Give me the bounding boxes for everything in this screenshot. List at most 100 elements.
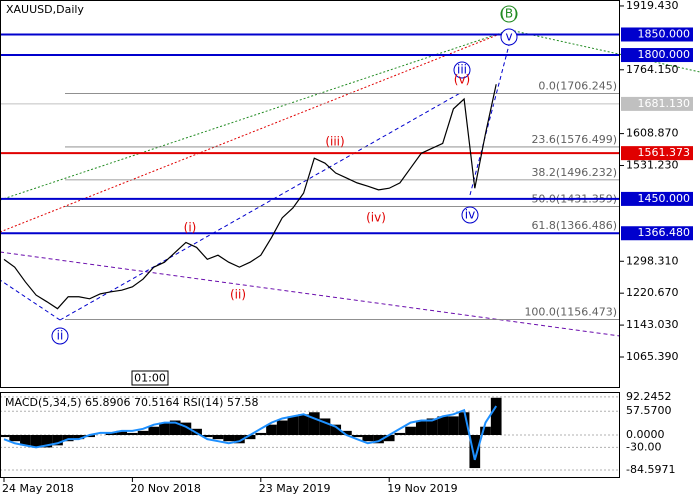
macd-bar	[469, 435, 481, 469]
macd-bar	[148, 426, 160, 435]
wave-label: iv	[465, 208, 475, 222]
y-tick-label: 1143.030	[626, 318, 679, 331]
y-tick-label: 1608.870	[626, 127, 679, 140]
level-label: 1850.000	[638, 27, 691, 40]
macd-panel-border	[0, 392, 620, 478]
y-tick-label: 0.0000	[626, 428, 665, 441]
macd-bar	[458, 412, 470, 435]
macd-bar	[9, 435, 21, 442]
fib-label: 0.0(1706.245)	[538, 80, 617, 93]
wave-label: iii	[457, 63, 467, 77]
macd-bar	[426, 418, 438, 435]
trend-line	[59, 91, 463, 321]
fib-label: 61.8(1366.486)	[531, 219, 617, 232]
macd-bar	[373, 435, 384, 444]
time-label: 01:00	[134, 372, 166, 385]
level-label: 1561.373	[638, 146, 691, 159]
fib-label: 38.2(1496.232)	[531, 166, 617, 179]
fib-label: 100.0(1156.473)	[524, 306, 617, 319]
macd-bar	[266, 424, 277, 435]
macd-bar	[20, 435, 31, 446]
macd-bar	[127, 432, 138, 435]
macd-bar	[73, 435, 85, 440]
macd-bar	[41, 435, 53, 448]
macd-bar	[351, 435, 363, 438]
trend-line	[0, 29, 511, 233]
macd-bar	[437, 416, 449, 435]
macd-bar	[448, 416, 459, 435]
macd-bar	[255, 432, 267, 435]
macd-bar	[159, 422, 170, 435]
x-tick-label: 20 Nov 2018	[130, 482, 200, 495]
y-tick-label: -84.5971	[626, 463, 675, 476]
y-tick-label: -30.00	[626, 440, 661, 453]
level-label-box	[621, 226, 693, 241]
macd-bar	[308, 412, 320, 435]
macd-bar	[490, 397, 502, 435]
macd-bar	[330, 424, 342, 435]
wave-label: ii	[57, 329, 64, 343]
wave-label: (iii)	[325, 135, 344, 149]
level-label-box	[621, 48, 693, 63]
level-label: 1366.480	[638, 226, 691, 239]
trend-line	[0, 251, 621, 337]
wave-label: (v)	[454, 73, 470, 87]
macd-bar	[298, 414, 309, 435]
level-label: 1681.130	[638, 97, 691, 110]
y-tick-label: 1764.150	[626, 63, 679, 76]
y-tick-label: 1220.670	[626, 286, 679, 299]
macd-bar	[480, 426, 491, 435]
wave-label: (ii)	[230, 288, 246, 302]
plot-layer: 1919.430 1764.150 1608.870 1531.230 1298.310…	[0, 0, 693, 495]
fib-label: 23.6(1576.499)	[531, 133, 617, 146]
indicator-line	[3, 405, 498, 461]
trend-line	[0, 29, 511, 201]
macd-bar	[62, 435, 74, 442]
wave-circle	[453, 61, 471, 79]
macd-bar	[0, 435, 10, 438]
macd-bar	[415, 420, 427, 435]
y-tick-label: 1531.230	[626, 159, 679, 172]
x-tick-label: 19 Nov 2019	[387, 482, 457, 495]
y-tick-label: 1065.390	[626, 350, 679, 363]
wave-circle	[461, 206, 479, 224]
macd-bar	[287, 416, 299, 435]
macd-bar	[212, 435, 224, 440]
macd-bar	[405, 426, 416, 435]
wave-label: v	[505, 30, 512, 44]
macd-bar	[234, 435, 245, 444]
x-tick-label: 24 May 2018	[2, 482, 74, 495]
macd-bar	[341, 430, 352, 435]
indicator-title: MACD(5,34,5) 65.8906 70.5164 RSI(14) 57.…	[5, 396, 258, 409]
macd-bar	[276, 420, 288, 435]
macd-bar	[244, 435, 256, 440]
wave-circle	[51, 327, 69, 345]
y-tick-label: 1298.310	[626, 254, 679, 267]
level-label: 1450.000	[638, 192, 691, 205]
macd-bar	[30, 435, 42, 448]
wave-label: (B)	[500, 7, 518, 21]
level-label: 1800.000	[638, 48, 691, 61]
wave-label: (i)	[184, 221, 197, 235]
y-tick-label: 1919.430	[626, 0, 679, 12]
macd-bar	[223, 435, 235, 442]
macd-bar	[105, 432, 117, 435]
time-box	[131, 370, 169, 386]
macd-bar	[383, 435, 395, 442]
macd-bar	[116, 430, 128, 435]
trend-line	[0, 279, 61, 321]
level-label-box	[621, 191, 693, 206]
price-panel-border	[0, 0, 620, 388]
trend-line	[469, 44, 510, 196]
macd-bar	[201, 435, 213, 438]
level-label-box	[621, 146, 693, 161]
macd-bar	[362, 435, 374, 442]
trend-line	[509, 29, 700, 73]
wave-circle	[500, 5, 518, 23]
macd-bar	[180, 422, 192, 435]
y-tick-label: 57.5700	[626, 404, 672, 417]
x-tick-label: 23 May 2019	[259, 482, 331, 495]
y-tick-label: 92.2452	[626, 390, 672, 403]
